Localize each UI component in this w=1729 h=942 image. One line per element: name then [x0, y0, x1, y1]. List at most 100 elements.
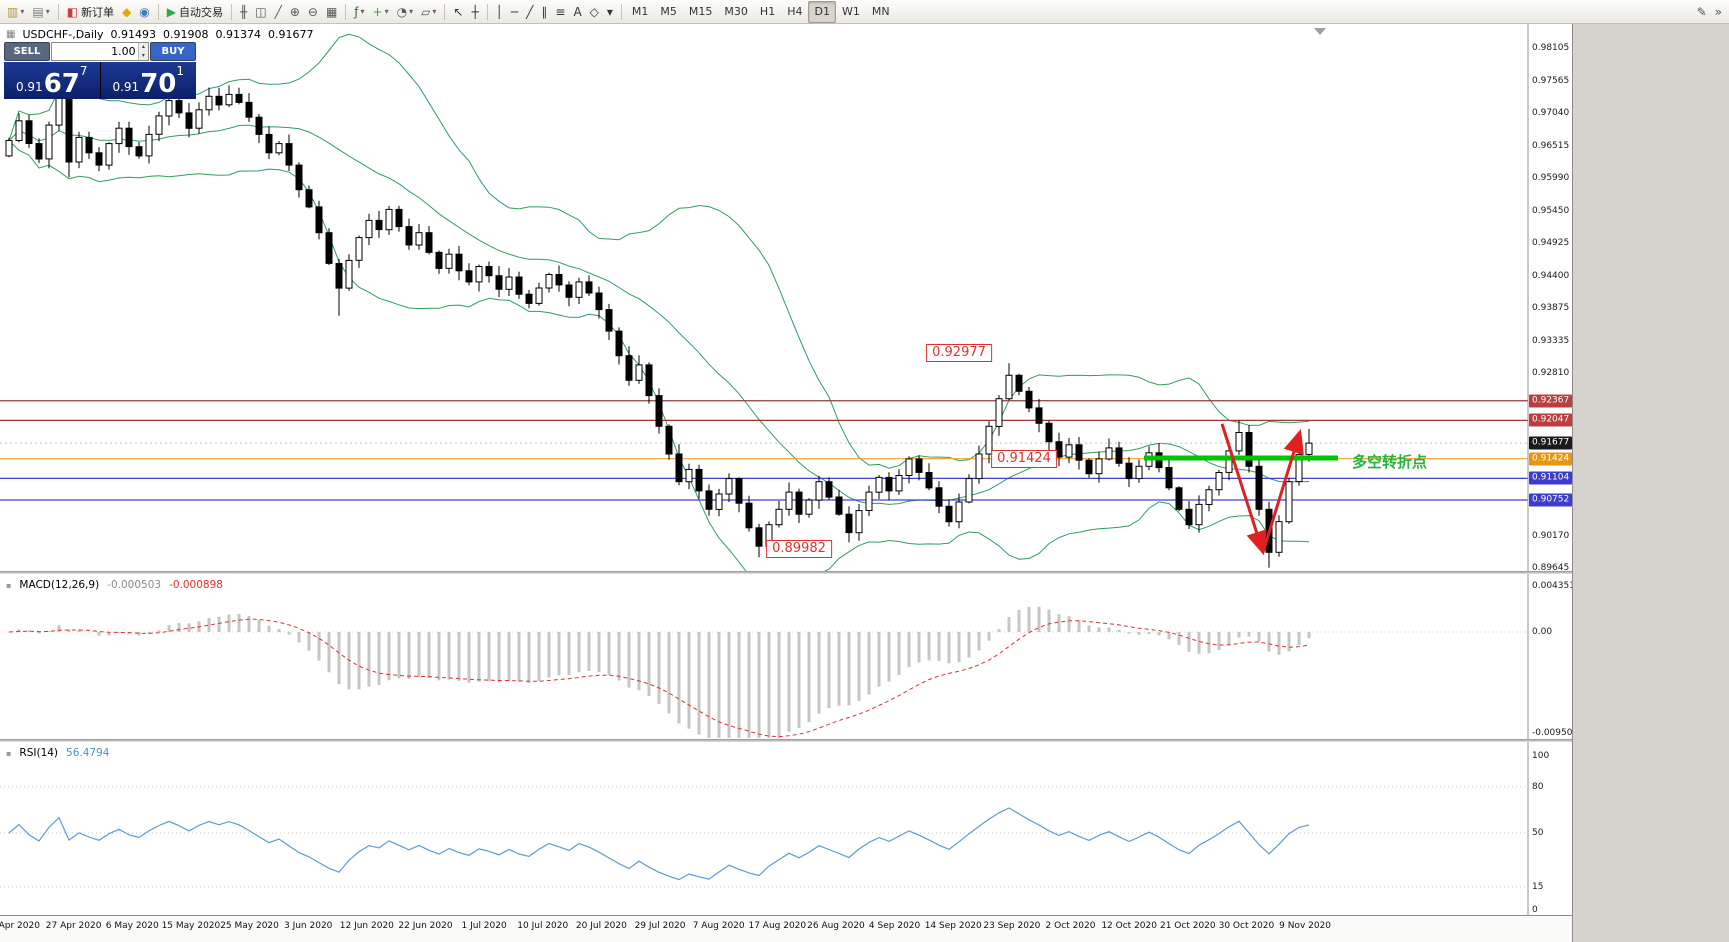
history-center-button[interactable]: ◉: [135, 1, 153, 23]
date-label: 20 Jul 2020: [575, 921, 627, 931]
price-scale-label: 0.98105: [1532, 43, 1570, 53]
profiles-button[interactable]: ▤ ▾: [28, 1, 53, 23]
cursor-button[interactable]: ↖: [449, 1, 467, 23]
volume-input[interactable]: [52, 43, 138, 60]
dropdown-caret-icon: ▾: [360, 7, 365, 16]
price-chart[interactable]: [0, 24, 1572, 572]
macd-scale-label: -0.009504: [1532, 727, 1579, 738]
volume-up-button[interactable]: ▴: [138, 43, 148, 52]
autotrading-icon: ▶: [166, 4, 177, 19]
date-label: 27 Apr 2020: [45, 921, 102, 931]
timeframe-m5[interactable]: M5: [660, 5, 677, 18]
new-order-button[interactable]: ◧ 新订单: [63, 1, 118, 23]
pencil-button[interactable]: ✎: [1693, 1, 1711, 23]
macd-signal-line: [8, 618, 1310, 738]
add-indicator-button[interactable]: + ▾: [369, 1, 393, 23]
metaeditor-button[interactable]: ◆: [118, 1, 135, 23]
new-chart-button[interactable]: ▥ ▾: [3, 1, 28, 23]
timeframe-m30[interactable]: M30: [724, 5, 748, 18]
text-icon: A: [573, 4, 582, 19]
bollinger-bands: [8, 33, 1310, 572]
date-label: 6 May 2020: [105, 921, 159, 931]
crosshair-button[interactable]: ┼: [467, 1, 482, 23]
candlestick-icon: ◫: [255, 4, 267, 19]
indicators-button[interactable]: ƒ ▾: [350, 1, 368, 23]
date-label: 7 Aug 2020: [692, 921, 745, 931]
text-button[interactable]: A: [569, 1, 585, 23]
price-scale-marker: 0.92367: [1529, 394, 1573, 408]
buy-price-display[interactable]: 0.91 70 1: [100, 62, 196, 99]
toolbar-separator: [444, 3, 446, 20]
date-label: 4 Sep 2020: [868, 921, 921, 931]
timeframe-d1[interactable]: D1: [808, 0, 836, 23]
panel-splitter[interactable]: [0, 739, 1572, 742]
candles: [5, 85, 1313, 568]
buy-button[interactable]: BUY: [150, 42, 196, 61]
sell-button[interactable]: SELL: [4, 42, 50, 61]
one-click-trading-panel: SELL ▴ ▾ BUY 0.91 67 7 0.91 70 1: [4, 42, 196, 99]
expand-toolbar-button[interactable]: »: [1711, 1, 1726, 23]
quote-open: 0.91493: [110, 28, 157, 41]
dropdown-caret-icon: ▾: [432, 7, 437, 16]
buy-price-big: 70: [140, 69, 177, 99]
fibonacci-button[interactable]: ≡: [551, 1, 569, 23]
date-label: 25 May 2020: [220, 921, 279, 931]
bar-chart-button[interactable]: ╫: [236, 1, 251, 23]
volume-down-button[interactable]: ▾: [138, 51, 148, 60]
price-label-annotation[interactable]: 0.92977: [926, 343, 992, 362]
price-scale-marker: 0.91677: [1529, 436, 1573, 450]
horizontal-line-button[interactable]: ─: [507, 1, 522, 23]
price-label-annotation[interactable]: 0.91424: [991, 449, 1057, 468]
zoom-out-button[interactable]: ⊖: [304, 1, 322, 23]
date-label: 10 Jul 2020: [517, 921, 569, 931]
shapes-dropdown[interactable]: ▾: [603, 1, 617, 23]
date-label: 1 Jul 2020: [461, 921, 507, 931]
timeframe-h4[interactable]: H4: [787, 5, 803, 18]
trend-arrows[interactable]: [1220, 423, 1304, 556]
date-label: 23 Sep 2020: [983, 921, 1041, 931]
price-scale-label: 0.90170: [1532, 530, 1570, 541]
trendline-button[interactable]: ╱: [522, 1, 537, 23]
turning-point-label[interactable]: 多空转折点: [1352, 452, 1428, 471]
price-scale-label: 0.92810: [1532, 368, 1570, 379]
autotrading-button[interactable]: ▶ 自动交易: [163, 1, 227, 23]
rsi-scale-label: 100: [1532, 751, 1550, 761]
timeframe-h1[interactable]: H1: [759, 5, 776, 18]
rsi-panel[interactable]: [0, 742, 1572, 915]
price-scale-label: 0.93335: [1532, 336, 1570, 347]
price-label-annotation[interactable]: 0.89982: [766, 539, 832, 558]
periods-button[interactable]: ◔ ▾: [393, 1, 418, 23]
price-scale-marker: 0.91424: [1529, 452, 1573, 466]
zoom-in-button[interactable]: ⊕: [286, 1, 304, 23]
new-chart-icon: ▥: [7, 4, 19, 19]
date-label: 12 Jun 2020: [339, 921, 394, 931]
arrow-object-button[interactable]: ◇: [586, 1, 603, 23]
tile-windows-button[interactable]: ▦: [322, 1, 341, 23]
channel-button[interactable]: ∥: [537, 1, 551, 23]
line-chart-icon: ╱: [274, 4, 282, 19]
vertical-line-button[interactable]: │: [492, 1, 507, 23]
templates-button[interactable]: ▱ ▾: [417, 1, 440, 23]
timeframe-w1[interactable]: W1: [841, 5, 860, 18]
line-chart-button[interactable]: ╱: [271, 1, 286, 23]
zoom-in-icon: ⊕: [289, 4, 300, 19]
macd-scale-label: 0.004351: [1532, 580, 1575, 591]
price-scale-marker: 0.92047: [1529, 413, 1573, 427]
candlestick-button[interactable]: ◫: [251, 1, 270, 23]
macd-panel[interactable]: [0, 574, 1572, 740]
macd-scale-label: 0.00: [1532, 627, 1553, 637]
sell-price-display[interactable]: 0.91 67 7: [4, 62, 100, 99]
timeframe-m15[interactable]: M15: [688, 5, 713, 18]
horizontal-level-lines[interactable]: [0, 400, 1528, 501]
timeframe-m1[interactable]: M1: [631, 5, 649, 18]
date-label: 7 Apr 2020: [0, 921, 40, 931]
profiles-icon: ▤: [32, 4, 44, 19]
price-scale-label: 0.97040: [1532, 108, 1570, 119]
indicator-icon: ▪: [6, 749, 12, 758]
buy-price-pip: 1: [176, 64, 185, 78]
price-scale-label: 0.94925: [1532, 238, 1570, 249]
panel-splitter[interactable]: [0, 571, 1572, 574]
timeframe-mn[interactable]: MN: [871, 5, 890, 18]
